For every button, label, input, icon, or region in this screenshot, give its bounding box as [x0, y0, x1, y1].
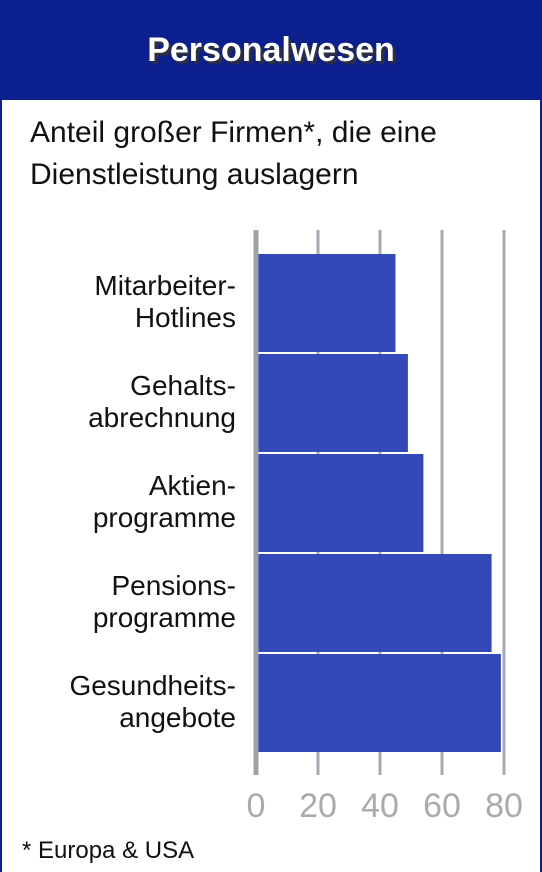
- x-tick-label: 60: [423, 787, 461, 825]
- bar: [256, 254, 396, 352]
- category-label: Gesundheits- angebote: [69, 670, 236, 733]
- bar: [256, 354, 408, 452]
- chart-subtitle: Anteil großer Firmen*, die eine Dienstle…: [30, 116, 437, 191]
- footnote: * Europa & USA: [22, 837, 195, 864]
- category-label: Gehalts- abrechnung: [88, 370, 236, 433]
- bar: [256, 554, 492, 652]
- x-tick-label: 40: [361, 787, 399, 825]
- bar: [256, 454, 424, 552]
- category-label: Aktien- programme: [92, 470, 236, 533]
- x-tick-label: 20: [299, 787, 337, 825]
- category-label: Mitarbeiter- Hotlines: [94, 270, 236, 333]
- bar: [256, 654, 501, 752]
- category-label: Pensions- programme: [92, 570, 236, 633]
- x-tick-label: 80: [485, 787, 523, 825]
- x-tick-label: 0: [247, 787, 266, 825]
- chart-title: Personalwesen: [2, 0, 540, 100]
